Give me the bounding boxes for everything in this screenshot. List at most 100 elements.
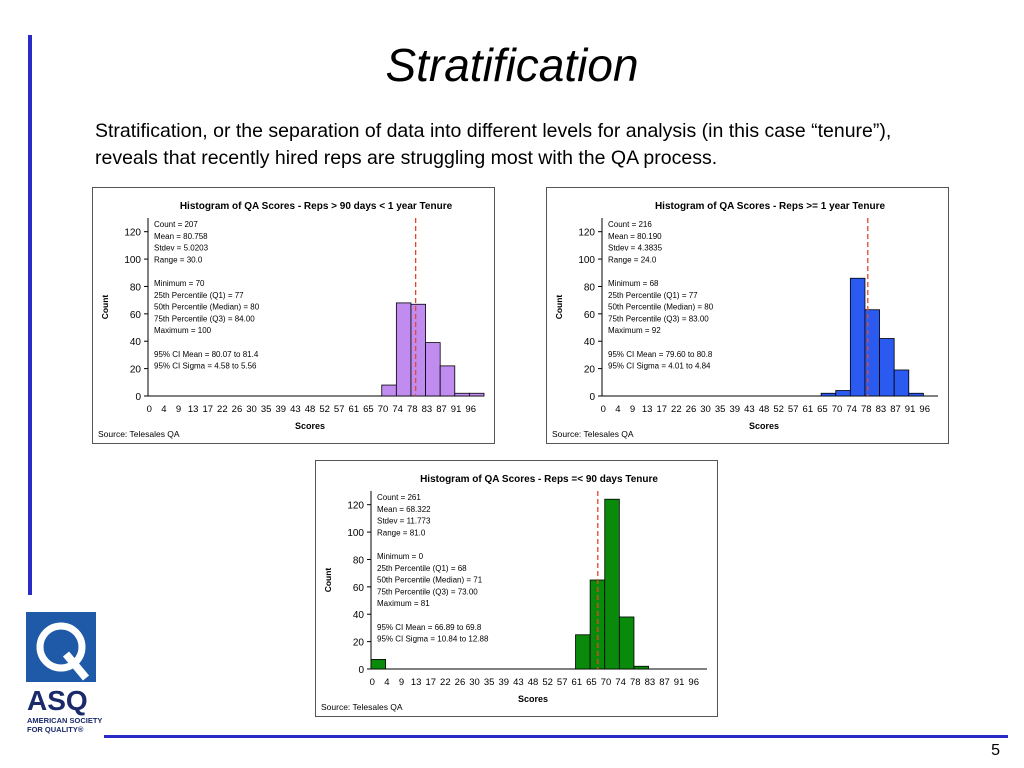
stats-line: Mean = 68.322 bbox=[377, 505, 431, 514]
x-tick-label: 43 bbox=[513, 677, 524, 688]
x-tick-label: 91 bbox=[905, 404, 916, 415]
y-tick-label: 40 bbox=[130, 337, 142, 348]
y-tick-label: 100 bbox=[124, 255, 141, 266]
x-tick-label: 30 bbox=[246, 404, 257, 415]
histogram-bar bbox=[633, 665, 649, 670]
stats-line: 50th Percentile (Median) = 71 bbox=[377, 576, 483, 585]
stats-line: 25th Percentile (Q1) = 68 bbox=[377, 564, 467, 573]
stats-line: Minimum = 0 bbox=[377, 552, 424, 561]
y-tick-label: 120 bbox=[124, 228, 141, 239]
x-tick-label: 74 bbox=[615, 677, 626, 688]
stats-line: Range = 24.0 bbox=[608, 255, 657, 264]
logo-text: ASQ bbox=[27, 685, 88, 716]
chart-source: Source: Telesales QA bbox=[552, 429, 634, 439]
chart-title: Histogram of QA Scores - Reps > 90 days … bbox=[180, 201, 453, 212]
x-tick-label: 4 bbox=[161, 404, 166, 415]
logo-subtext-1: AMERICAN SOCIETY bbox=[27, 716, 102, 725]
stats-line: 95% CI Sigma = 4.58 to 5.56 bbox=[154, 362, 257, 371]
y-tick-label: 100 bbox=[347, 528, 364, 539]
x-tick-label: 17 bbox=[425, 677, 436, 688]
x-tick-label: 26 bbox=[455, 677, 466, 688]
histogram-chart-mid-tenure: Histogram of QA Scores - Reps > 90 days … bbox=[92, 187, 495, 444]
logo-subtext-2: FOR QUALITY® bbox=[27, 725, 84, 734]
y-tick-label: 0 bbox=[358, 665, 364, 676]
y-tick-label: 100 bbox=[578, 255, 595, 266]
stats-line: Range = 30.0 bbox=[154, 255, 203, 264]
stats-line: Stdev = 11.773 bbox=[377, 517, 431, 526]
histogram-bar bbox=[604, 498, 620, 670]
x-tick-label: 30 bbox=[469, 677, 480, 688]
histogram-bar bbox=[849, 277, 866, 397]
y-tick-label: 40 bbox=[584, 337, 596, 348]
x-tick-label: 61 bbox=[572, 677, 583, 688]
stats-line: 50th Percentile (Median) = 80 bbox=[608, 303, 714, 312]
x-tick-label: 70 bbox=[378, 404, 389, 415]
histogram-bar bbox=[879, 338, 895, 397]
y-axis-label: Count bbox=[554, 295, 564, 320]
histogram-bar bbox=[618, 616, 635, 670]
x-tick-label: 96 bbox=[919, 404, 930, 415]
x-tick-label: 65 bbox=[586, 677, 597, 688]
y-tick-label: 60 bbox=[130, 310, 142, 321]
x-tick-label: 61 bbox=[803, 404, 814, 415]
histogram-bar bbox=[575, 634, 591, 670]
stats-line: 75th Percentile (Q3) = 84.00 bbox=[154, 314, 255, 323]
stats-line: 95% CI Mean = 80.07 to 81.4 bbox=[154, 350, 259, 359]
histogram-bar bbox=[468, 392, 485, 397]
chart-title: Histogram of QA Scores - Reps =< 90 days… bbox=[420, 474, 658, 485]
histogram-bar bbox=[381, 384, 397, 397]
x-tick-label: 83 bbox=[645, 677, 656, 688]
x-tick-label: 57 bbox=[557, 677, 568, 688]
histogram-bar bbox=[370, 659, 387, 670]
stats-line: 95% CI Sigma = 4.01 to 4.84 bbox=[608, 362, 711, 371]
chart-title: Histogram of QA Scores - Reps >= 1 year … bbox=[655, 201, 886, 212]
x-tick-label: 13 bbox=[642, 404, 653, 415]
y-tick-label: 60 bbox=[584, 310, 596, 321]
stats-line: 75th Percentile (Q3) = 83.00 bbox=[608, 314, 709, 323]
x-tick-label: 4 bbox=[615, 404, 620, 415]
x-tick-label: 17 bbox=[656, 404, 667, 415]
stats-line: Range = 81.0 bbox=[377, 528, 426, 537]
y-tick-label: 0 bbox=[589, 392, 595, 403]
x-tick-label: 0 bbox=[601, 404, 606, 415]
x-tick-label: 39 bbox=[275, 404, 286, 415]
x-tick-label: 43 bbox=[290, 404, 301, 415]
x-tick-label: 17 bbox=[202, 404, 213, 415]
x-tick-label: 13 bbox=[188, 404, 199, 415]
stats-line: Maximum = 100 bbox=[154, 326, 212, 335]
y-tick-label: 0 bbox=[135, 392, 141, 403]
x-tick-label: 30 bbox=[700, 404, 711, 415]
x-tick-label: 83 bbox=[422, 404, 433, 415]
stats-line: Mean = 80.190 bbox=[608, 232, 662, 241]
histogram-bar bbox=[410, 303, 426, 397]
stats-line: Mean = 80.758 bbox=[154, 232, 208, 241]
stats-line: Stdev = 5.0203 bbox=[154, 244, 209, 253]
histogram-bar bbox=[908, 392, 924, 397]
page-number: 5 bbox=[991, 742, 1000, 759]
x-tick-label: 35 bbox=[715, 404, 726, 415]
histogram-bar bbox=[454, 392, 470, 397]
slide-paragraph: Stratification, or the separation of dat… bbox=[95, 120, 892, 169]
stats-line: Stdev = 4.3835 bbox=[608, 244, 663, 253]
y-tick-label: 20 bbox=[353, 638, 365, 649]
x-tick-label: 57 bbox=[788, 404, 799, 415]
x-tick-label: 39 bbox=[729, 404, 740, 415]
histogram-svg: Histogram of QA Scores - Reps >= 1 year … bbox=[552, 201, 938, 439]
x-axis-label: Scores bbox=[295, 421, 325, 431]
y-axis-label: Count bbox=[323, 568, 333, 593]
x-tick-label: 48 bbox=[528, 677, 539, 688]
y-tick-label: 80 bbox=[353, 555, 365, 566]
x-tick-label: 87 bbox=[436, 404, 447, 415]
stats-line: 75th Percentile (Q3) = 73.00 bbox=[377, 587, 478, 596]
histogram-svg: Histogram of QA Scores - Reps > 90 days … bbox=[98, 201, 485, 439]
x-tick-label: 9 bbox=[176, 404, 181, 415]
x-tick-label: 22 bbox=[217, 404, 228, 415]
y-tick-label: 20 bbox=[130, 365, 142, 376]
histogram-bar bbox=[425, 342, 441, 397]
histogram-bar bbox=[439, 365, 456, 397]
stats-line: 95% CI Mean = 66.89 to 69.8 bbox=[377, 623, 482, 632]
stats-line: Count = 261 bbox=[377, 493, 421, 502]
x-tick-label: 43 bbox=[744, 404, 755, 415]
stats-line: Maximum = 92 bbox=[608, 326, 661, 335]
x-tick-label: 26 bbox=[232, 404, 243, 415]
